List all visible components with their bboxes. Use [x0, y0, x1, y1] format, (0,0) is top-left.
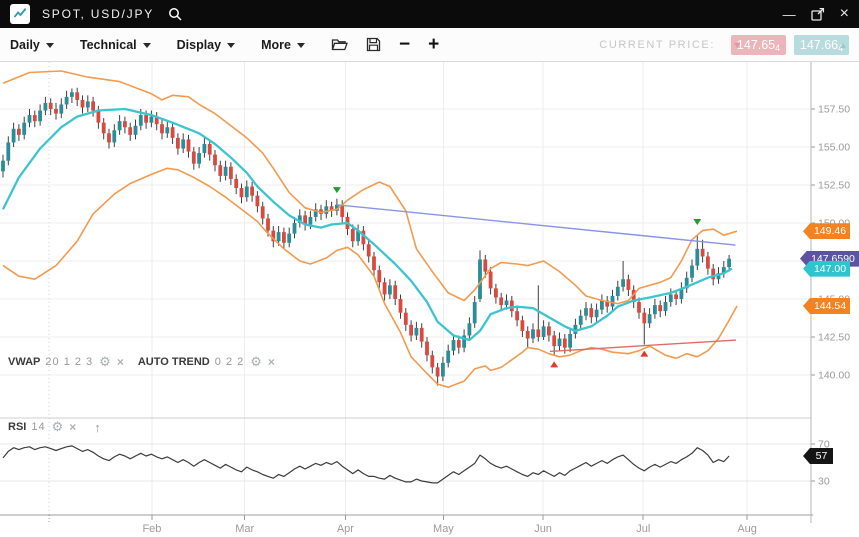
rsi-move-up-icon[interactable]: ↑ [94, 419, 101, 435]
popout-icon[interactable] [811, 7, 825, 21]
rsi-indicator-label: RSI [8, 421, 27, 433]
chevron-down-icon [296, 43, 305, 48]
display-menu[interactable]: Display [176, 37, 236, 52]
vwap-line [1, 107, 733, 342]
rsi-value-badge: 57 [803, 448, 833, 465]
more-menu-label: More [261, 37, 291, 52]
auto-trend-indicator-params: 0 2 2 [214, 356, 245, 368]
ask-price-badge: 147.66 4 [794, 34, 849, 55]
svg-text:30: 30 [818, 476, 830, 488]
signal-marker-down [693, 219, 702, 226]
zoom-out-button[interactable]: − [398, 34, 411, 55]
svg-text:157.50: 157.50 [818, 104, 850, 116]
timeframe-menu[interactable]: Daily [10, 38, 54, 52]
indicator-level-badge: 149.46 [803, 223, 850, 240]
more-menu[interactable]: More [261, 38, 305, 52]
search-icon[interactable] [168, 7, 183, 22]
svg-text:Feb: Feb [142, 523, 161, 535]
auto-trend-indicator-label: AUTO TREND [137, 356, 210, 368]
minimize-icon[interactable]: — [782, 6, 796, 22]
vwap-indicator-params: 20 1 2 3 [45, 356, 94, 368]
svg-text:Mar: Mar [235, 523, 254, 535]
rsi-settings-gear-icon[interactable]: ⚙ [51, 419, 64, 434]
line-chart-icon [13, 8, 27, 18]
app-logo [10, 4, 30, 24]
current-price-group: CURRENT PRICE: 147.65 4 147.66 4 [599, 34, 849, 55]
overlay-lines-layer [1, 70, 738, 389]
vwap-settings-gear-icon[interactable]: ⚙ [99, 354, 111, 369]
instrument-title: SPOT, USD/JPY [42, 7, 155, 21]
toolbar: Daily Technical Display More [0, 28, 859, 62]
chevron-down-icon [45, 43, 54, 48]
rsi-line [2, 445, 730, 484]
grid-layer: Feb Mar Apr May Jun Jul Aug 157.50 155.00 152.50 1… [0, 62, 850, 535]
save-icon[interactable] [366, 37, 381, 52]
chevron-down-icon [142, 43, 151, 48]
trend-line-0 [336, 204, 736, 246]
bid-price-badge: 147.65 4 [731, 34, 786, 55]
rsi-indicator-params: 14 [31, 421, 46, 433]
indicator-level-badge: 144.54 [803, 297, 850, 314]
svg-text:Jul: Jul [636, 523, 650, 535]
close-icon[interactable]: × [839, 5, 849, 22]
price-down-icon [734, 42, 740, 48]
candles-layer [1, 87, 731, 386]
svg-text:May: May [433, 523, 454, 535]
svg-text:152.50: 152.50 [818, 180, 850, 192]
trend-line-1 [549, 339, 737, 353]
auto-trend-settings-gear-icon[interactable]: ⚙ [250, 354, 262, 369]
upper-band-line [2, 70, 738, 305]
vwap-remove-icon[interactable]: × [116, 355, 124, 369]
bid-price-pip: 4 [775, 42, 781, 53]
svg-text:70: 70 [818, 439, 830, 451]
title-bar: SPOT, USD/JPY — × [0, 0, 859, 28]
open-folder-icon[interactable] [331, 37, 348, 52]
timeframe-menu-label: Daily [10, 37, 40, 52]
auto-trend-remove-icon[interactable]: × [267, 355, 275, 369]
price-chart-canvas[interactable]: Feb Mar Apr May Jun Jul Aug 157.50 155.00 152.50 1… [0, 62, 859, 537]
technical-menu-label: Technical [79, 37, 137, 52]
svg-text:Apr: Apr [337, 523, 354, 535]
overlay-indicator-row: VWAP 20 1 2 3 ⚙ × AUTO TREND 0 2 2 ⚙ × [8, 354, 289, 370]
window-controls: — × [783, 6, 849, 22]
svg-text:Jun: Jun [534, 523, 552, 535]
zoom-in-button[interactable]: + [428, 34, 440, 55]
ask-price-value: 147.66 [799, 37, 839, 52]
lower-band-line [2, 167, 738, 389]
rsi-remove-icon[interactable]: × [69, 420, 77, 434]
ask-price-pip: 4 [838, 42, 844, 53]
svg-text:142.50: 142.50 [818, 332, 850, 344]
display-menu-label: Display [176, 37, 222, 52]
signal-marker-down [332, 187, 341, 194]
current-price-label: CURRENT PRICE: [599, 38, 715, 51]
indicator-level-badge: 147.00 [803, 260, 850, 277]
signal-marker-up [550, 361, 559, 368]
chevron-down-icon [227, 43, 236, 48]
rsi-indicator-row: RSI 14 ⚙ × ↑ [8, 419, 101, 435]
chart-area[interactable]: Feb Mar Apr May Jun Jul Aug 157.50 155.00 152.50 1… [0, 62, 859, 537]
svg-text:Aug: Aug [737, 523, 757, 535]
vwap-indicator-label: VWAP [8, 356, 41, 368]
signal-marker-up [640, 350, 649, 357]
svg-text:140.00: 140.00 [818, 370, 850, 382]
technical-menu[interactable]: Technical [80, 38, 151, 52]
svg-text:155.00: 155.00 [818, 142, 850, 154]
bid-price-value: 147.65 [736, 37, 776, 52]
price-up-icon [840, 42, 846, 48]
